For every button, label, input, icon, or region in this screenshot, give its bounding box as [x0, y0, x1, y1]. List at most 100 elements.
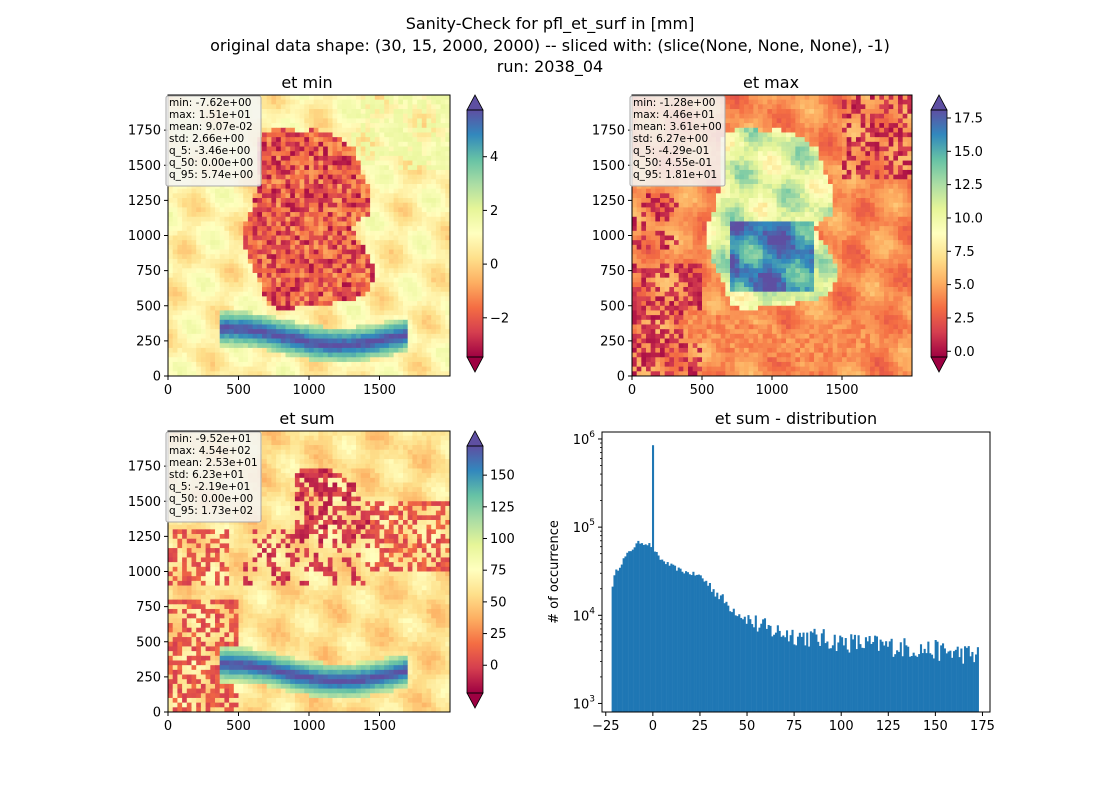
heatmap-cell — [360, 169, 366, 176]
heatmap-cell — [257, 282, 263, 288]
heatmap-cell — [365, 226, 371, 232]
heatmap-cell — [403, 155, 409, 161]
heatmap-cell — [650, 183, 656, 190]
heatmap-cell — [323, 324, 329, 330]
heatmap-cell — [403, 95, 409, 101]
heatmap-cell — [898, 95, 904, 101]
heatmap-cell — [772, 165, 778, 171]
heatmap-cell — [818, 118, 824, 124]
heatmap-cell — [332, 160, 338, 166]
heatmap-cell — [356, 151, 362, 157]
heatmap-cell — [247, 198, 253, 204]
heatmap-cell — [809, 179, 815, 185]
heatmap-cell — [435, 268, 441, 274]
heatmap-cell — [356, 301, 362, 307]
heatmap-cell — [440, 240, 446, 246]
heatmap-cell — [341, 291, 347, 297]
heatmap-cell — [888, 174, 894, 180]
heatmap-cell — [299, 226, 305, 232]
heatmap-cell — [243, 202, 249, 208]
heatmap-cell — [744, 95, 750, 101]
heatmap-cell — [290, 127, 296, 133]
heatmap-cell — [332, 226, 338, 232]
heatmap-cell — [304, 343, 310, 349]
heatmap-cell — [323, 230, 329, 236]
heatmap-cell — [229, 329, 235, 335]
heatmap-cell — [257, 202, 263, 208]
heatmap-cell — [365, 230, 371, 236]
heatmap-cell — [776, 127, 782, 133]
heatmap-cell — [842, 188, 848, 194]
heatmap-cell — [795, 155, 801, 161]
heatmap-cell — [280, 132, 286, 138]
heatmap-cell — [786, 99, 792, 105]
heatmap-cell — [417, 268, 423, 274]
heatmap-cell — [393, 287, 399, 293]
heatmap-cell — [384, 198, 390, 204]
heatmap-cell — [431, 141, 437, 147]
heatmap-cell — [356, 287, 362, 293]
heatmap-cell — [309, 151, 315, 157]
heatmap-cell — [814, 183, 820, 190]
heatmap-cell — [888, 141, 894, 147]
heatmap-cell — [636, 188, 642, 194]
heatmap-cell — [346, 207, 352, 213]
heatmap-cell — [219, 258, 225, 264]
heatmap-cell — [351, 127, 357, 133]
heatmap-cell — [276, 137, 282, 143]
heatmap-cell — [356, 315, 362, 321]
heatmap-cell — [772, 155, 778, 161]
heatmap-cell — [168, 235, 174, 241]
heatmap-cell — [440, 127, 446, 133]
heatmap-cell — [299, 193, 305, 199]
heatmap-cell — [252, 216, 258, 222]
heatmap-cell — [370, 165, 376, 171]
heatmap-cell — [421, 221, 427, 227]
heatmap-cell — [837, 155, 843, 161]
heatmap-cell — [332, 216, 338, 222]
heatmap-cell — [748, 104, 754, 110]
heatmap-cell — [440, 263, 446, 269]
heatmap-cell — [758, 127, 764, 133]
heatmap-cell — [318, 127, 324, 133]
heatmap-cell — [285, 357, 291, 363]
heatmap-cell — [233, 254, 239, 260]
heatmap-cell — [421, 132, 427, 138]
heatmap-cell — [276, 338, 282, 344]
heatmap-cell — [360, 361, 366, 368]
heatmap-cell — [332, 127, 338, 133]
heatmap-cell — [191, 244, 197, 250]
heatmap-cell — [351, 240, 357, 246]
heatmap-cell — [313, 169, 319, 176]
heatmap-cell — [398, 165, 404, 171]
heatmap-cell — [294, 361, 300, 368]
heatmap-cell — [893, 141, 899, 147]
heatmap-cell — [879, 179, 885, 185]
heatmap-cell — [346, 263, 352, 269]
heatmap-cell — [323, 291, 329, 297]
heatmap-cell — [879, 188, 885, 194]
heatmap-cell — [445, 212, 451, 218]
heatmap-cell — [262, 301, 268, 307]
heatmap-cell — [758, 188, 764, 194]
heatmap-cell — [182, 347, 188, 353]
heatmap-cell — [191, 338, 197, 344]
heatmap-cell — [762, 95, 768, 101]
heatmap-cell — [266, 282, 272, 288]
heatmap-cell — [191, 212, 197, 218]
heatmap-cell — [238, 347, 244, 353]
heatmap-cell — [271, 99, 277, 105]
heatmap-cell — [271, 296, 277, 302]
heatmap-cell — [252, 282, 258, 288]
heatmap-cell — [182, 212, 188, 218]
heatmap-cell — [304, 174, 310, 180]
heatmap-cell — [346, 151, 352, 157]
heatmap-cell — [426, 183, 432, 190]
heatmap-cell — [182, 235, 188, 241]
heatmap-cell — [309, 357, 315, 363]
heatmap-cell — [790, 169, 796, 176]
heatmap-cell — [243, 277, 249, 283]
heatmap-cell — [323, 315, 329, 321]
heatmap-cell — [262, 141, 268, 147]
